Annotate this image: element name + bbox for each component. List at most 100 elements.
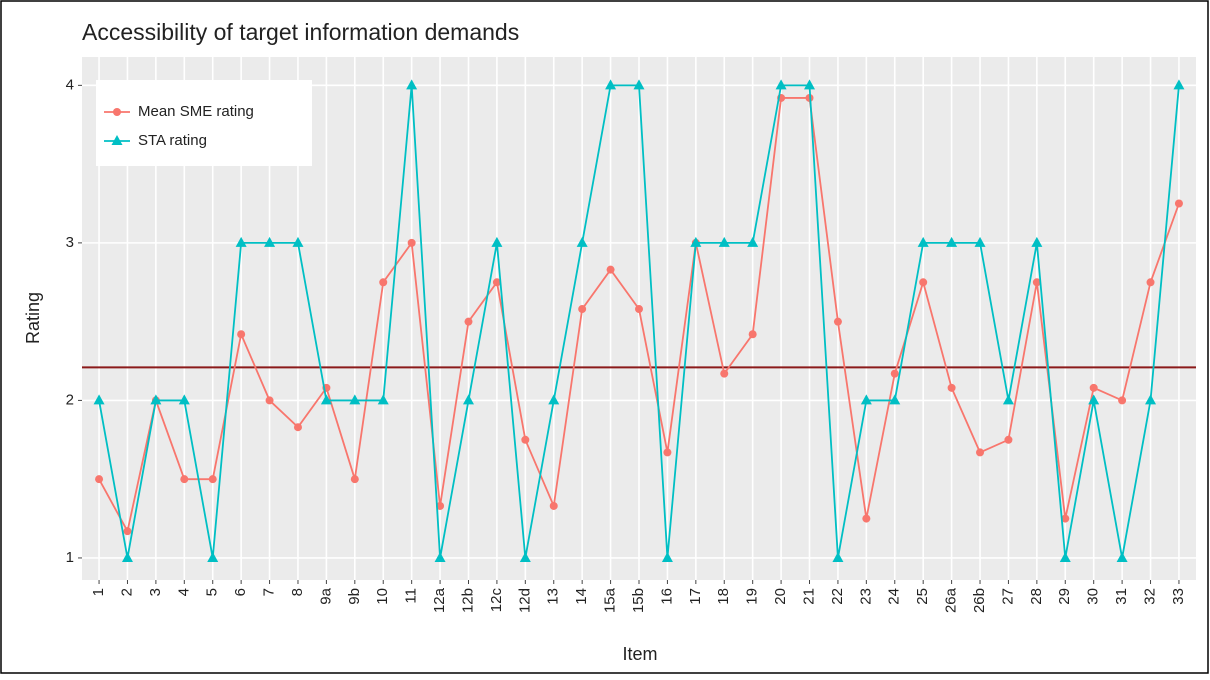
marker [947,383,956,392]
marker [1174,199,1183,208]
marker [464,317,473,326]
y-tick-label: 2 [66,391,74,408]
x-tick-label: 25 [914,588,931,605]
marker [111,135,123,145]
marker [720,369,729,378]
marker [1032,278,1041,287]
marker [1089,383,1098,392]
marker [265,396,274,405]
marker [576,236,588,247]
x-tick-label: 9b [346,588,363,605]
x-tick-label: 2 [118,588,135,596]
marker [578,305,587,314]
marker [320,394,332,405]
x-tick-label: 16 [658,588,675,605]
x-tick-label: 20 [772,588,789,605]
x-tick-label: 11 [403,588,420,604]
x-tick-label: 23 [857,588,874,605]
marker [747,236,759,247]
marker [150,394,162,405]
marker [521,435,530,444]
marker [350,475,359,484]
marker [661,551,673,562]
marker [180,475,189,484]
x-tick-label: 22 [829,588,846,605]
marker [1004,435,1013,444]
marker [406,79,418,90]
marker [1002,394,1014,405]
marker [548,394,560,405]
marker [436,501,445,510]
marker [113,108,121,116]
x-tick-label: 5 [204,588,221,596]
marker [804,79,816,90]
marker [917,236,929,247]
marker [1031,236,1043,247]
x-tick-label: 15a [602,587,619,613]
x-tick-label: 33 [1170,588,1187,605]
marker [832,551,844,562]
x-tick-label: 26a [943,587,960,613]
marker [434,551,446,562]
marker [491,236,503,247]
marker [492,278,501,287]
x-tick-label: 24 [886,588,903,605]
marker [976,448,985,457]
x-tick-label: 7 [261,588,278,596]
x-tick-label: 31 [1113,588,1130,605]
marker [1059,551,1071,562]
y-tick-label: 1 [66,549,74,566]
x-tick-label: 21 [800,588,817,605]
x-tick-label: 10 [374,588,391,605]
x-tick-label: 8 [289,588,306,596]
x-tick-label: 12d [516,588,533,613]
marker [605,79,617,90]
marker [121,551,133,562]
marker [690,236,702,247]
marker [718,236,730,247]
marker [349,394,361,405]
chart-title: Accessibility of target information dema… [82,19,519,45]
x-tick-label: 12b [459,588,476,613]
marker [862,514,871,523]
y-tick-label: 3 [66,234,74,251]
marker [1061,514,1070,523]
x-tick-label: 14 [573,588,590,605]
legend-label: STA rating [138,132,207,149]
marker [264,236,276,247]
marker [606,265,615,274]
marker [635,305,643,314]
marker [292,236,304,247]
marker [208,475,217,484]
x-tick-label: 28 [1028,588,1045,605]
x-tick-label: 1 [90,588,107,596]
marker [237,330,246,339]
marker [462,394,474,405]
x-tick-label: 15b [630,588,647,613]
marker [1173,79,1185,90]
y-tick-label: 4 [66,76,74,93]
marker [549,501,558,510]
marker [93,394,105,405]
marker [1145,394,1157,405]
x-tick-label: 32 [1141,588,1158,605]
marker [379,278,388,287]
marker [519,551,531,562]
marker [775,79,787,90]
x-tick-label: 29 [1056,588,1073,605]
x-tick-label: 12c [488,588,505,613]
x-axis-label: Item [622,644,657,664]
marker [946,236,958,247]
marker [207,551,219,562]
x-tick-label: 26b [971,588,988,613]
x-tick-label: 18 [715,588,732,605]
x-tick-label: 17 [687,588,704,605]
x-tick-label: 3 [147,588,164,596]
marker [974,236,986,247]
legend-box [96,80,312,166]
marker [235,236,247,247]
marker [407,238,416,247]
y-axis-label: Rating [23,292,43,344]
marker [178,394,190,405]
marker [663,448,672,457]
